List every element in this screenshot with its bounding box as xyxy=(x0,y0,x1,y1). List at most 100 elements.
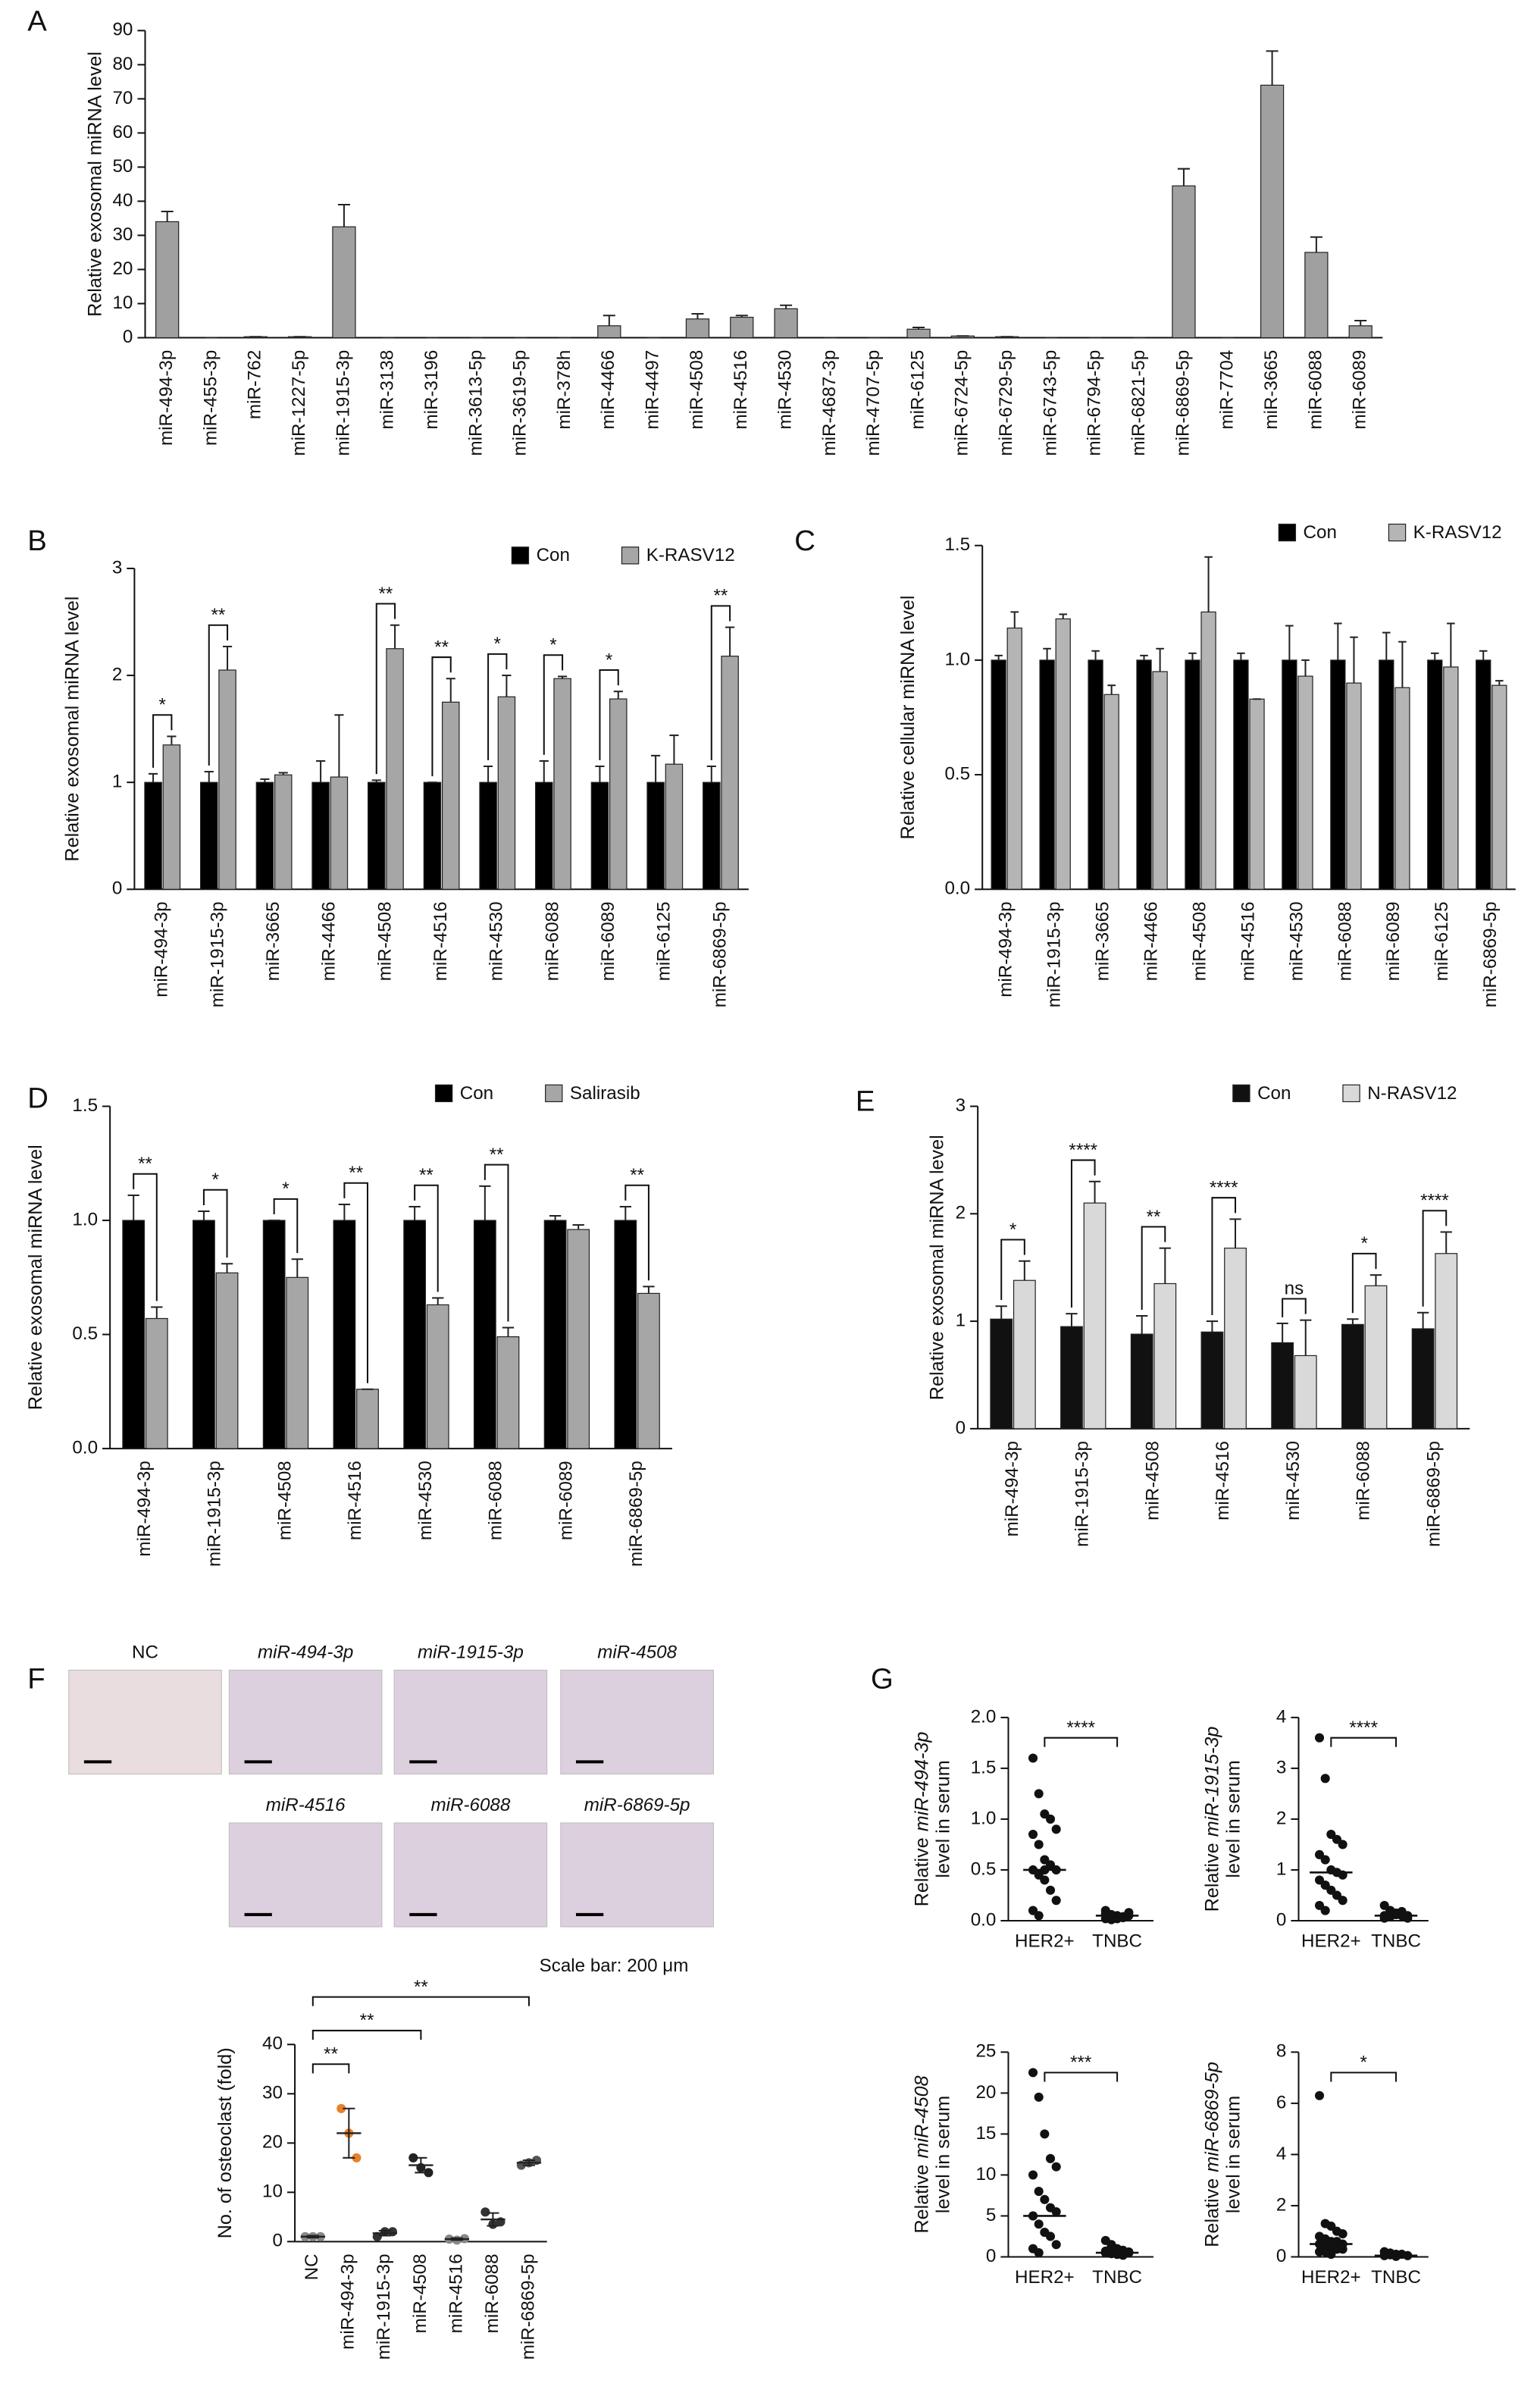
bar xyxy=(703,781,721,890)
point xyxy=(1028,1753,1038,1763)
error-bar xyxy=(1019,1260,1031,1281)
bar xyxy=(1249,698,1265,890)
legend-label: K-RASV12 xyxy=(646,545,735,565)
significance-label: ** xyxy=(419,1165,434,1185)
x-tick-label: miR-3613-5p xyxy=(465,350,486,456)
point xyxy=(1034,2248,1044,2258)
y-tick-label: 0.5 xyxy=(971,1859,997,1879)
error-bar xyxy=(1229,1218,1241,1248)
x-tick-label: TNBC xyxy=(1371,2267,1421,2288)
significance-label: **** xyxy=(1066,1718,1095,1738)
significance-bracket xyxy=(1070,1159,1096,1308)
y-tick-label: 60 xyxy=(112,122,133,142)
error-bar xyxy=(1266,50,1279,86)
error-bar xyxy=(222,645,233,670)
significance-bracket xyxy=(1422,1210,1448,1307)
bar xyxy=(906,328,931,339)
error-bar xyxy=(1350,636,1358,684)
bar xyxy=(553,678,571,890)
x-tick-label: miR-494-3p xyxy=(134,1461,155,1556)
x-tick-label: miR-6869-5p xyxy=(1423,1441,1444,1547)
y-tick-label: 80 xyxy=(112,54,133,74)
y-tick-label: 30 xyxy=(112,224,133,245)
error-bar xyxy=(613,691,623,700)
x-tick-label: miR-1227-5p xyxy=(289,350,309,456)
significance-label: **** xyxy=(1420,1190,1449,1210)
error-bar xyxy=(1347,1318,1359,1325)
y-tick-label: 1.0 xyxy=(944,649,970,669)
significance-label: ** xyxy=(414,1977,428,1997)
y-axis-label: Relative exosomal miRNA level xyxy=(926,1135,947,1400)
error-bar xyxy=(291,1258,303,1278)
y-axis-label: Relative miR-1915-3p xyxy=(1201,1727,1222,1912)
bar xyxy=(1152,671,1168,890)
error-bar xyxy=(221,1263,233,1273)
error-bar xyxy=(1188,652,1197,660)
x-tick-label: miR-4530 xyxy=(1283,1441,1304,1521)
y-axis-label: Relative miR-6869-5p xyxy=(1201,2062,1222,2247)
legend-label: K-RASV12 xyxy=(1413,522,1502,543)
error-bar xyxy=(1398,640,1407,688)
bar xyxy=(1013,1279,1036,1430)
significance-bracket xyxy=(543,654,564,755)
y-axis-label-part: Relative xyxy=(1201,1843,1222,1912)
panel-letter: E xyxy=(856,1085,875,1118)
image-label: miR-4508 xyxy=(597,1643,677,1663)
y-tick-label: 0.5 xyxy=(72,1323,98,1344)
y-axis-label: level in serum xyxy=(932,2096,953,2213)
bar xyxy=(1185,659,1200,890)
bar xyxy=(1055,618,1071,890)
bar xyxy=(1060,1326,1083,1430)
x-tick-label: HER2+ xyxy=(1015,2267,1075,2288)
x-tick-label: miR-4516 xyxy=(430,901,451,981)
error-bar xyxy=(522,2159,535,2166)
y-tick-label: 0.5 xyxy=(944,763,970,784)
significance-label: **** xyxy=(1349,1718,1378,1738)
significance-bracket xyxy=(311,2029,422,2040)
point xyxy=(1314,2091,1325,2100)
bar xyxy=(1153,1282,1177,1430)
significance-bracket xyxy=(1044,2072,1119,2082)
bar xyxy=(274,774,293,890)
y-tick-label: 20 xyxy=(112,258,133,279)
error-bar xyxy=(334,714,344,778)
x-tick-label: miR-6869-5p xyxy=(1172,350,1193,456)
point xyxy=(1326,2250,1336,2260)
legend-swatch xyxy=(545,1084,563,1103)
y-axis-label: level in serum xyxy=(1222,1760,1244,1878)
x-tick-label: miR-4466 xyxy=(319,901,340,981)
error-bar xyxy=(539,759,549,783)
micrograph xyxy=(68,1669,222,1774)
bar xyxy=(1006,627,1022,890)
bar xyxy=(1083,1202,1106,1430)
x-tick-label: miR-4516 xyxy=(1213,1441,1233,1521)
bar xyxy=(1476,659,1491,890)
significance-bracket xyxy=(484,1163,509,1322)
error-bar xyxy=(316,759,326,783)
error-bar xyxy=(1059,613,1067,619)
bar xyxy=(144,781,162,890)
significance-label: * xyxy=(212,1170,220,1190)
y-tick-label: 1.0 xyxy=(971,1808,997,1828)
error-bar xyxy=(1354,320,1367,326)
error-bar xyxy=(161,210,174,222)
bar xyxy=(614,1220,637,1449)
error-bar xyxy=(1310,236,1322,252)
significance-bracket xyxy=(431,656,452,777)
y-tick-label: 5 xyxy=(986,2205,996,2225)
legend-label: Con xyxy=(460,1083,493,1104)
scale-bar-label: Scale bar: 200 μm xyxy=(540,1956,689,1976)
error-bar xyxy=(502,675,512,697)
bar xyxy=(497,696,516,890)
bar xyxy=(1435,1253,1458,1430)
x-tick-label: NC xyxy=(302,2253,322,2280)
y-tick-label: 0 xyxy=(112,878,122,899)
bar xyxy=(1341,1323,1364,1430)
point xyxy=(1320,1855,1330,1865)
x-tick-label: miR-4516 xyxy=(1238,901,1258,981)
error-bar xyxy=(408,1205,421,1221)
y-axis-label-part: Relative xyxy=(1201,2178,1222,2247)
error-bar xyxy=(1204,556,1213,612)
significance-label: ** xyxy=(714,586,728,606)
y-tick-label: 2 xyxy=(1276,1808,1286,1828)
